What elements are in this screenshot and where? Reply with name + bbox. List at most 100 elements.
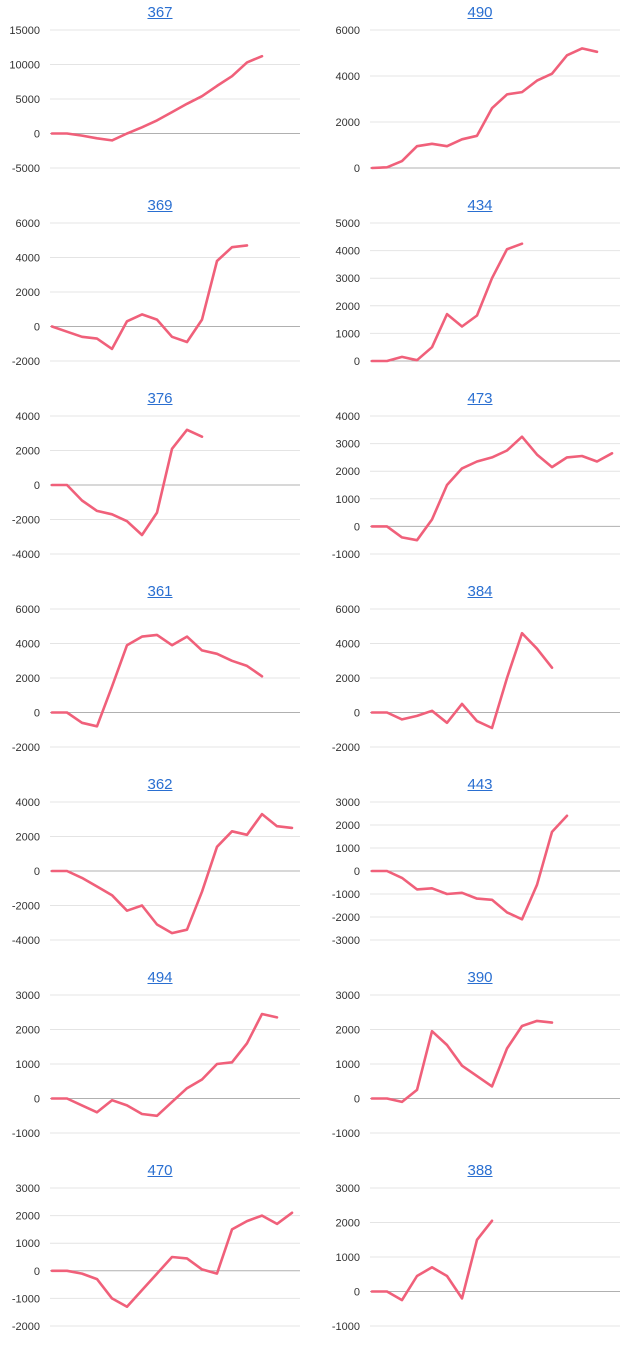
y-tick-label: 6000 <box>336 25 360 37</box>
series-line <box>52 814 292 933</box>
y-tick-label: 4000 <box>336 71 360 83</box>
y-tick-label: 0 <box>34 129 40 141</box>
y-tick-label: 2000 <box>336 117 360 129</box>
y-tick-label: -2000 <box>12 356 40 368</box>
y-tick-label: -1000 <box>332 549 360 561</box>
y-tick-label: 2000 <box>16 1025 40 1037</box>
series-line <box>372 633 552 728</box>
y-tick-label: 15000 <box>9 25 40 37</box>
y-tick-label: 0 <box>34 866 40 878</box>
y-tick-label: 2000 <box>16 446 40 458</box>
series-line <box>372 437 612 541</box>
y-tick-label: -2000 <box>332 742 360 754</box>
y-tick-label: 1000 <box>336 1059 360 1071</box>
y-tick-label: 0 <box>354 1094 360 1106</box>
y-tick-label: 1000 <box>336 1252 360 1264</box>
series-line <box>52 1213 292 1307</box>
chart-svg: 3000 2000 1000 0 -1000 -2000 -3000 <box>320 772 640 965</box>
y-tick-label: 1000 <box>16 1238 40 1250</box>
y-tick-label: 3000 <box>336 439 360 451</box>
y-tick-label: -1000 <box>332 1321 360 1333</box>
y-tick-label: 4000 <box>16 797 40 809</box>
y-tick-label: 0 <box>34 322 40 334</box>
y-tick-label: 0 <box>354 521 360 533</box>
y-tick-label: 2000 <box>16 832 40 844</box>
y-tick-label: -1000 <box>332 889 360 901</box>
y-tick-label: 6000 <box>336 604 360 616</box>
y-tick-label: -3000 <box>332 935 360 947</box>
y-tick-label: 10000 <box>9 60 40 72</box>
series-line <box>372 1221 492 1300</box>
y-tick-label: 3000 <box>336 273 360 285</box>
y-tick-label: 3000 <box>336 990 360 1002</box>
y-tick-label: 2000 <box>336 673 360 685</box>
y-tick-label: -2000 <box>12 515 40 527</box>
y-tick-label: 2000 <box>336 820 360 832</box>
series-line <box>52 245 247 349</box>
y-tick-label: 3000 <box>336 797 360 809</box>
y-tick-label: 3000 <box>16 990 40 1002</box>
chart-svg: 6000 4000 2000 0 <box>320 0 640 193</box>
y-tick-label: 5000 <box>336 218 360 230</box>
chart-svg: 15000 10000 5000 0 -5000 <box>0 0 320 193</box>
chart-svg: 3000 2000 1000 0 -1000 <box>320 1158 640 1351</box>
y-tick-label: 0 <box>354 866 360 878</box>
y-tick-label: -4000 <box>12 935 40 947</box>
y-tick-label: -1000 <box>12 1293 40 1305</box>
y-tick-label: -5000 <box>12 163 40 175</box>
y-tick-label: 0 <box>354 1287 360 1299</box>
y-tick-label: -2000 <box>12 901 40 913</box>
series-line <box>372 1021 552 1102</box>
y-tick-label: -1000 <box>332 1128 360 1140</box>
y-tick-label: 4000 <box>336 246 360 258</box>
y-tick-label: -2000 <box>12 742 40 754</box>
y-tick-label: 0 <box>354 163 360 175</box>
y-tick-label: 1000 <box>16 1059 40 1071</box>
y-tick-label: 0 <box>34 708 40 720</box>
chart-svg: 3000 2000 1000 0 -1000 <box>320 965 640 1158</box>
y-tick-label: 1000 <box>336 328 360 340</box>
y-tick-label: 1000 <box>336 843 360 855</box>
series-line <box>372 244 522 361</box>
series-line <box>372 816 567 920</box>
y-tick-label: 3000 <box>16 1183 40 1195</box>
y-tick-label: -1000 <box>12 1128 40 1140</box>
y-tick-label: -2000 <box>332 912 360 924</box>
y-tick-label: 6000 <box>16 218 40 230</box>
y-tick-label: 6000 <box>16 604 40 616</box>
y-tick-label: 2000 <box>336 466 360 478</box>
y-tick-label: 2000 <box>336 1218 360 1230</box>
y-tick-label: 0 <box>354 356 360 368</box>
y-tick-label: 2000 <box>16 1211 40 1223</box>
y-tick-label: 0 <box>34 480 40 492</box>
y-tick-label: -2000 <box>12 1321 40 1333</box>
y-tick-label: 4000 <box>336 639 360 651</box>
y-tick-label: 3000 <box>336 1183 360 1195</box>
series-line <box>52 56 262 140</box>
y-tick-label: 1000 <box>336 494 360 506</box>
y-tick-label: 4000 <box>16 253 40 265</box>
y-tick-label: 2000 <box>336 301 360 313</box>
y-tick-label: 2000 <box>16 673 40 685</box>
y-tick-label: 5000 <box>16 94 40 106</box>
y-tick-label: 2000 <box>336 1025 360 1037</box>
y-tick-label: 4000 <box>16 411 40 423</box>
y-tick-label: 2000 <box>16 287 40 299</box>
